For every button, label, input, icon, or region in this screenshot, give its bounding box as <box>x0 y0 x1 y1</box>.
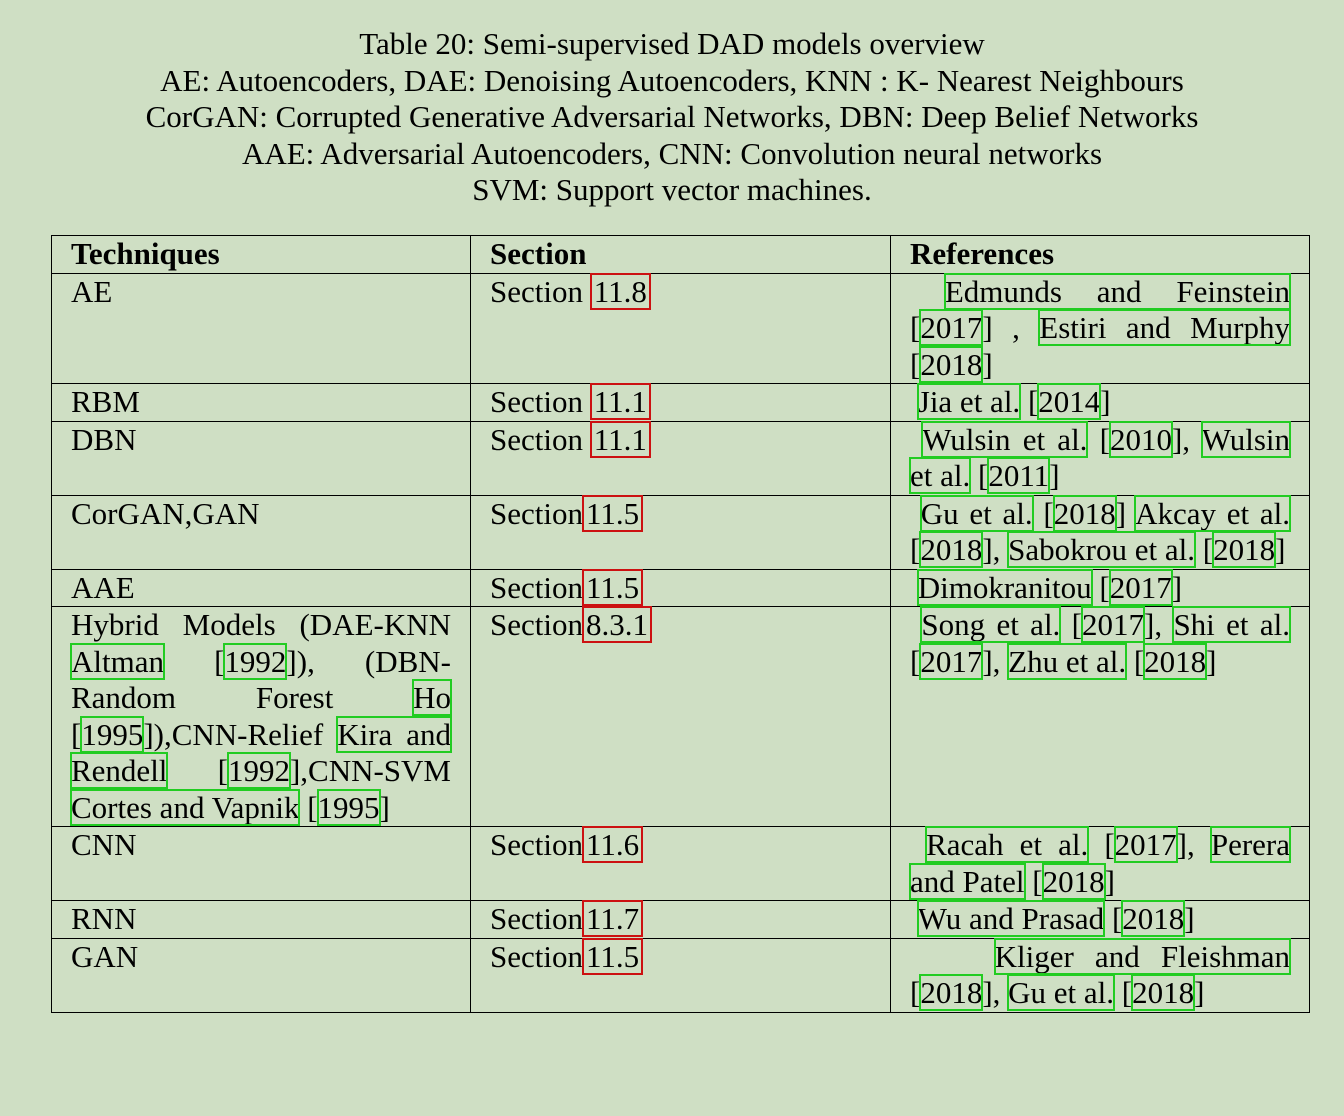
technique-cell: CNN <box>51 826 471 901</box>
citation-link[interactable]: Estiri and Murphy <box>1038 309 1291 346</box>
col-header-references: References <box>890 235 1310 274</box>
citation-link[interactable]: Dimokranitou <box>916 568 1093 606</box>
section-cell: Section8.3.1 <box>470 606 891 827</box>
citation-year-link[interactable]: 2017 <box>919 642 984 680</box>
section-link[interactable]: 11.1 <box>589 383 651 420</box>
citation-year-link[interactable]: 2018 <box>1041 862 1106 900</box>
section-link[interactable]: 11.5 <box>581 494 644 532</box>
citation-link[interactable]: Akcay et al. <box>1134 494 1291 532</box>
citation-link[interactable]: Kliger and Fleishman <box>993 937 1292 975</box>
section-cell: Section11.5 <box>470 494 891 570</box>
technique-cell: DBN <box>51 420 471 496</box>
citation-year-link[interactable]: 2010 <box>1108 420 1173 458</box>
section-link[interactable]: 11.6 <box>581 826 644 863</box>
citation-link[interactable]: Cortes and Vapnik <box>69 788 301 826</box>
technique-cell: GAN <box>51 937 471 1013</box>
citation-year-link[interactable]: 2018 <box>919 345 984 383</box>
citation-link[interactable]: Kira and Rendell <box>70 715 452 789</box>
table-row: RBM Section 11.1 Jia et al. [2014] <box>51 383 1310 422</box>
citation-year-link[interactable]: 2011 <box>987 457 1051 494</box>
references-cell: Dimokranitou [2017] <box>890 568 1310 607</box>
citation-link[interactable]: Jia et al. <box>916 383 1022 420</box>
table-row: AE Section 11.8 Edmunds and Feinstein [2… <box>51 272 1310 384</box>
section-link[interactable]: 11.5 <box>581 568 644 606</box>
section-cell: Section11.5 <box>470 937 891 1013</box>
references-cell: Kliger and Fleishman [2018], Gu et al. [… <box>890 937 1310 1013</box>
citation-year-link[interactable]: 2018 <box>1131 974 1196 1011</box>
table-row: CNN Section11.6 Racah et al. [2017], Per… <box>51 826 1310 901</box>
section-link[interactable]: 11.5 <box>581 937 644 975</box>
header-row: Techniques Section References <box>51 235 1310 274</box>
section-cell: Section11.5 <box>470 568 891 607</box>
citation-link[interactable]: Wulsin et al. <box>908 420 1292 494</box>
section-link[interactable]: 11.8 <box>589 272 651 310</box>
references-cell: Wulsin et al. [2010], Wulsin et al. [201… <box>890 420 1310 496</box>
citation-year-link[interactable]: 2017 <box>1113 826 1178 863</box>
citation-year-link[interactable]: 1992 <box>226 752 291 789</box>
technique-cell: CorGAN,GAN <box>51 494 471 570</box>
citation-link[interactable]: Edmunds and Feinstein <box>943 272 1292 310</box>
technique-cell: RNN <box>51 900 471 939</box>
references-cell: Song et al. [2017], Shi et al. [2017], Z… <box>890 606 1310 827</box>
table-row: CorGAN,GAN Section11.5 Gu et al. [2018] … <box>51 494 1310 570</box>
table-row: Hybrid Models (DAE-KNN Altman [1992]), (… <box>51 606 1310 827</box>
citation-year-link[interactable]: 2017 <box>1081 606 1145 643</box>
technique-cell: AE <box>51 272 471 384</box>
citation-link[interactable]: Wu and Prasad <box>916 900 1106 937</box>
section-cell: Section11.7 <box>470 900 891 939</box>
references-cell: Wu and Prasad [2018] <box>890 900 1310 939</box>
col-header-section: Section <box>470 235 891 274</box>
citation-year-link[interactable]: 1992 <box>223 642 288 680</box>
citation-year-link[interactable]: 1995 <box>316 788 381 826</box>
citation-year-link[interactable]: 2017 <box>919 309 984 346</box>
citation-link[interactable]: Song et al. <box>920 606 1062 643</box>
table-row: AAE Section11.5 Dimokranitou [2017] <box>51 568 1310 607</box>
citation-link[interactable]: Zhu et al. <box>1007 642 1128 680</box>
citation-year-link[interactable]: 2018 <box>1121 900 1186 937</box>
caption-line: AAE: Adversarial Autoencoders, CNN: Conv… <box>241 135 1103 171</box>
col-header-techniques: Techniques <box>51 235 471 274</box>
citation-link[interactable]: Shi et al. <box>1172 606 1291 643</box>
table-row: RNN Section11.7 Wu and Prasad [2018] <box>51 900 1310 939</box>
caption-line: SVM: Support vector machines. <box>472 172 872 207</box>
section-link[interactable]: 8.3.1 <box>582 606 652 643</box>
caption-line: CorGAN: Corrupted Generative Adversarial… <box>145 99 1199 134</box>
section-cell: Section 11.1 <box>470 383 891 422</box>
models-table: Techniques Section References AE Section… <box>51 235 1310 1013</box>
section-cell: Section 11.1 <box>470 420 891 496</box>
section-cell: Section11.6 <box>470 826 891 901</box>
citation-year-link[interactable]: 2018 <box>1212 531 1277 568</box>
citation-link[interactable]: Gu et al. <box>1007 974 1116 1011</box>
technique-cell: Hybrid Models (DAE-KNN Altman [1992]), (… <box>51 606 471 827</box>
citation-year-link[interactable]: 2014 <box>1037 383 1102 420</box>
citation-year-link[interactable]: 2018 <box>1052 494 1117 532</box>
citation-link[interactable]: Ho <box>412 679 452 716</box>
references-cell: Edmunds and Feinstein [2017] , Estiri an… <box>890 272 1310 384</box>
citation-year-link[interactable]: 2018 <box>1143 642 1208 680</box>
section-cell: Section 11.8 <box>470 272 891 384</box>
citation-link[interactable]: Altman <box>70 642 165 680</box>
citation-link[interactable]: Gu et al. <box>919 494 1034 532</box>
citation-link[interactable]: Sabokrou et al. <box>1007 531 1196 568</box>
citation-link[interactable]: Racah et al. <box>925 826 1090 863</box>
caption-line: AE: Autoencoders, DAE: Denoising Autoenc… <box>160 62 1184 98</box>
citation-year-link[interactable]: 2018 <box>919 531 984 568</box>
section-link[interactable]: 11.7 <box>581 900 644 937</box>
caption-title: Table 20: Semi-supervised DAD models ove… <box>359 26 985 61</box>
references-cell: Racah et al. [2017], Perera and Patel [2… <box>890 826 1310 901</box>
technique-cell: RBM <box>51 383 471 422</box>
references-cell: Gu et al. [2018] Akcay et al. [2018], Sa… <box>890 494 1310 570</box>
citation-link[interactable]: Wulsin et al. <box>921 420 1089 458</box>
table-row: DBN Section 11.1 Wulsin et al. [2010], W… <box>51 420 1310 496</box>
technique-cell: AAE <box>51 568 471 607</box>
citation-year-link[interactable]: 1995 <box>80 715 145 753</box>
table-caption: Table 20: Semi-supervised DAD models ove… <box>0 26 1344 209</box>
references-cell: Jia et al. [2014] <box>890 383 1310 422</box>
citation-year-link[interactable]: 2018 <box>919 974 984 1011</box>
table-row: GAN Section11.5 Kliger and Fleishman [20… <box>51 937 1310 1013</box>
citation-link[interactable]: Perera and Patel <box>909 826 1291 900</box>
citation-year-link[interactable]: 2017 <box>1108 568 1173 606</box>
section-link[interactable]: 11.1 <box>589 420 651 458</box>
